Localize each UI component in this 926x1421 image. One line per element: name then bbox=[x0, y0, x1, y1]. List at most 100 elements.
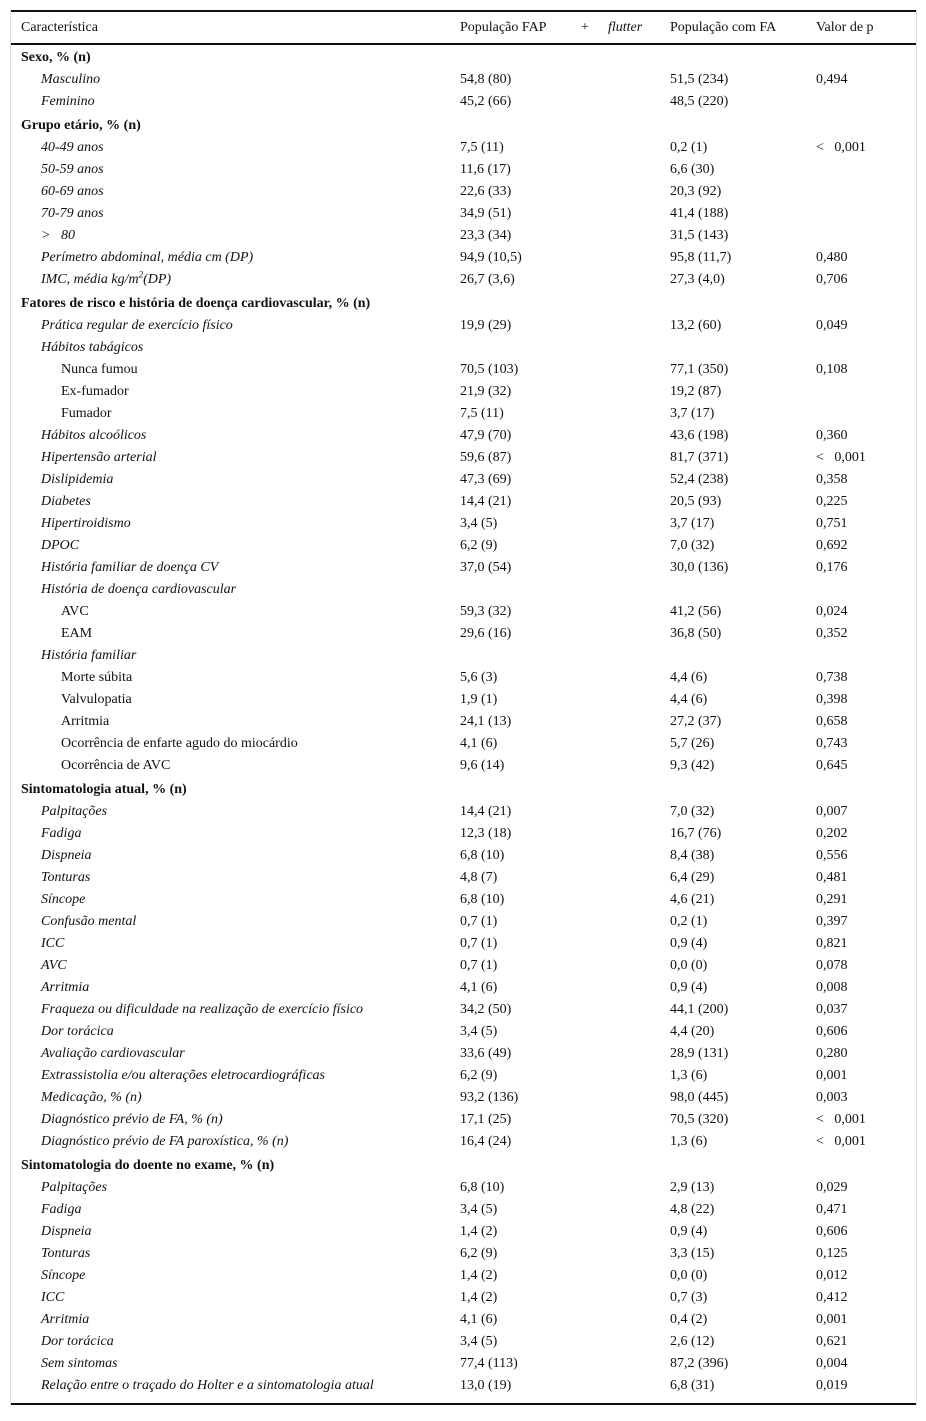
row-label: Fadiga bbox=[41, 826, 82, 841]
p-value: 0,024 bbox=[816, 604, 848, 619]
fa-value: 7,0 (32) bbox=[670, 804, 715, 819]
fa-value: 0,2 (1) bbox=[670, 140, 708, 155]
p-value: 0,003 bbox=[816, 1090, 848, 1105]
row-label: Palpitações bbox=[41, 804, 108, 819]
p-value: 0,078 bbox=[816, 958, 848, 973]
p-value: 0,108 bbox=[816, 362, 848, 377]
section-header-row: Fatores de risco e história de doença ca… bbox=[11, 291, 916, 315]
p-value: < 0,001 bbox=[816, 140, 866, 155]
fap-flutter-value: 77,4 (113) bbox=[460, 1356, 518, 1371]
fap-flutter-value: 22,6 (33) bbox=[460, 184, 512, 199]
table-bottom-rule bbox=[11, 1397, 916, 1405]
section-header-row: Sintomatologia atual, % (n) bbox=[11, 777, 916, 801]
row-label: Dor torácica bbox=[41, 1024, 114, 1039]
fa-value: 4,8 (22) bbox=[670, 1202, 715, 1217]
fap-flutter-value: 0,7 (1) bbox=[460, 936, 498, 951]
p-value: < 0,001 bbox=[816, 1134, 866, 1149]
fap-flutter-value: 3,4 (5) bbox=[460, 516, 498, 531]
row-label: ICC bbox=[41, 1290, 65, 1305]
p-value: 0,606 bbox=[816, 1224, 848, 1239]
row-label: Hipertensão arterial bbox=[41, 450, 157, 465]
header-characteristic: Característica bbox=[21, 20, 98, 35]
p-value: 0,751 bbox=[816, 516, 848, 531]
row-label: Dispneia bbox=[41, 1224, 92, 1239]
row-label: História familiar de doença CV bbox=[41, 560, 219, 575]
table-row: Medicação, % (n) 93,2 (136) 98,0 (445) 0,00… bbox=[11, 1087, 916, 1109]
p-value: < 0,001 bbox=[816, 1112, 866, 1127]
table-row: Dislipidemia 47,3 (69) 52,4 (238) 0,358 bbox=[11, 469, 916, 491]
row-label: Ex-fumador bbox=[61, 384, 129, 399]
table-header-row: Característica População FAP + flutter P… bbox=[11, 12, 916, 45]
fap-flutter-value: 7,5 (11) bbox=[460, 140, 504, 155]
p-value: 0,481 bbox=[816, 870, 848, 885]
fap-flutter-value: 59,3 (32) bbox=[460, 604, 512, 619]
row-label: História de doença cardiovascular bbox=[41, 582, 237, 597]
fap-flutter-value: 23,3 (34) bbox=[460, 228, 512, 243]
fa-value: 6,4 (29) bbox=[670, 870, 715, 885]
fap-flutter-value: 16,4 (24) bbox=[460, 1134, 512, 1149]
row-label: Confusão mental bbox=[41, 914, 137, 929]
fa-value: 81,7 (371) bbox=[670, 450, 729, 465]
row-label: Arritmia bbox=[41, 980, 90, 995]
fap-flutter-value: 26,7 (3,6) bbox=[460, 272, 515, 287]
p-value: 0,471 bbox=[816, 1202, 848, 1217]
fap-flutter-value: 21,9 (32) bbox=[460, 384, 512, 399]
table-row: Síncope 1,4 (2) 0,0 (0) 0,012 bbox=[11, 1265, 916, 1287]
row-label: Sexo, % (n) bbox=[21, 50, 91, 65]
label-text: IMC, média kg/m bbox=[41, 272, 139, 287]
table-row: Dor torácica 3,4 (5) 4,4 (20) 0,606 bbox=[11, 1021, 916, 1043]
fa-value: 6,8 (31) bbox=[670, 1378, 715, 1393]
table-row: Fadiga 3,4 (5) 4,8 (22) 0,471 bbox=[11, 1199, 916, 1221]
fa-value: 4,4 (6) bbox=[670, 670, 708, 685]
row-label: Hábitos alcoólicos bbox=[41, 428, 147, 443]
p-value: 0,004 bbox=[816, 1356, 848, 1371]
row-label: Masculino bbox=[41, 72, 101, 87]
table-row: Perímetro abdominal, média cm (DP) 94,9 (… bbox=[11, 247, 916, 269]
fap-flutter-value: 3,4 (5) bbox=[460, 1334, 498, 1349]
table-row: Fumador 7,5 (11) 3,7 (17) bbox=[11, 403, 916, 425]
fa-value: 2,9 (13) bbox=[670, 1180, 715, 1195]
fa-value: 7,0 (32) bbox=[670, 538, 715, 553]
p-value: 0,037 bbox=[816, 1002, 848, 1017]
fap-flutter-value: 34,2 (50) bbox=[460, 1002, 512, 1017]
fap-flutter-value: 4,1 (6) bbox=[460, 980, 498, 995]
fa-value: 0,4 (2) bbox=[670, 1312, 708, 1327]
table-row: 60-69 anos 22,6 (33) 20,3 (92) bbox=[11, 181, 916, 203]
fa-value: 1,3 (6) bbox=[670, 1134, 708, 1149]
fa-value: 20,3 (92) bbox=[670, 184, 722, 199]
fap-flutter-value: 4,8 (7) bbox=[460, 870, 498, 885]
table-row: Extrassistolia e/ou alterações eletrocar… bbox=[11, 1065, 916, 1087]
p-value: 0,494 bbox=[816, 72, 848, 87]
fap-flutter-value: 6,8 (10) bbox=[460, 1180, 505, 1195]
table-row: 50-59 anos 11,6 (17) 6,6 (30) bbox=[11, 159, 916, 181]
fa-value: 13,2 (60) bbox=[670, 318, 722, 333]
table-row: Diagnóstico prévio de FA paroxística, % … bbox=[11, 1131, 916, 1153]
fa-value: 2,6 (12) bbox=[670, 1334, 715, 1349]
p-value: 0,202 bbox=[816, 826, 848, 841]
fa-value: 70,5 (320) bbox=[670, 1112, 729, 1127]
header-flutter: flutter bbox=[608, 20, 643, 35]
fa-value: 6,6 (30) bbox=[670, 162, 715, 177]
p-value: 0,692 bbox=[816, 538, 848, 553]
table-row: Dispneia 6,8 (10) 8,4 (38) 0,556 bbox=[11, 845, 916, 867]
fap-flutter-value: 3,4 (5) bbox=[460, 1024, 498, 1039]
fa-value: 43,6 (198) bbox=[670, 428, 729, 443]
row-label: Tonturas bbox=[41, 1246, 91, 1261]
p-value: 0,291 bbox=[816, 892, 848, 907]
fa-value: 0,7 (3) bbox=[670, 1290, 708, 1305]
p-value: 0,743 bbox=[816, 736, 848, 751]
fap-flutter-value: 33,6 (49) bbox=[460, 1046, 512, 1061]
table-row: Nunca fumou 70,5 (103) 77,1 (350) 0,108 bbox=[11, 359, 916, 381]
row-label: Medicação, % (n) bbox=[41, 1090, 142, 1105]
row-label: 60-69 anos bbox=[41, 184, 104, 199]
table-row: Ex-fumador 21,9 (32) 19,2 (87) bbox=[11, 381, 916, 403]
row-label: Relação entre o traçado do Holter e a si… bbox=[41, 1378, 374, 1393]
p-value: 0,645 bbox=[816, 758, 848, 773]
table-row: Ocorrência de AVC 9,6 (14) 9,3 (42) 0,645 bbox=[11, 755, 916, 777]
row-label: Valvulopatia bbox=[61, 692, 132, 707]
fap-flutter-value: 11,6 (17) bbox=[460, 162, 511, 177]
header-plus: + bbox=[581, 20, 589, 35]
fa-value: 28,9 (131) bbox=[670, 1046, 729, 1061]
fa-value: 95,8 (11,7) bbox=[670, 250, 732, 265]
p-value: 0,012 bbox=[816, 1268, 848, 1283]
